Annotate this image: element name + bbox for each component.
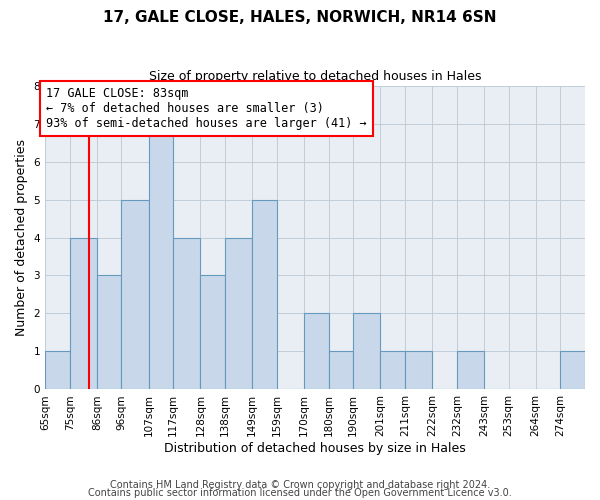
Bar xyxy=(252,200,277,390)
Text: Contains HM Land Registry data © Crown copyright and database right 2024.: Contains HM Land Registry data © Crown c… xyxy=(110,480,490,490)
Bar xyxy=(405,352,432,390)
Y-axis label: Number of detached properties: Number of detached properties xyxy=(15,139,28,336)
Bar xyxy=(97,276,121,390)
Bar xyxy=(70,238,97,390)
Bar xyxy=(560,352,585,390)
Bar xyxy=(304,314,329,390)
Bar xyxy=(45,352,70,390)
Text: 17 GALE CLOSE: 83sqm
← 7% of detached houses are smaller (3)
93% of semi-detache: 17 GALE CLOSE: 83sqm ← 7% of detached ho… xyxy=(46,86,367,130)
Text: 17, GALE CLOSE, HALES, NORWICH, NR14 6SN: 17, GALE CLOSE, HALES, NORWICH, NR14 6SN xyxy=(103,10,497,25)
Bar xyxy=(200,276,225,390)
Bar xyxy=(457,352,484,390)
Text: Contains public sector information licensed under the Open Government Licence v3: Contains public sector information licen… xyxy=(88,488,512,498)
Bar xyxy=(225,238,252,390)
Title: Size of property relative to detached houses in Hales: Size of property relative to detached ho… xyxy=(149,70,481,83)
Bar xyxy=(173,238,200,390)
Bar xyxy=(353,314,380,390)
Bar xyxy=(149,124,173,390)
X-axis label: Distribution of detached houses by size in Hales: Distribution of detached houses by size … xyxy=(164,442,466,455)
Bar xyxy=(121,200,149,390)
Bar xyxy=(329,352,353,390)
Bar xyxy=(380,352,405,390)
